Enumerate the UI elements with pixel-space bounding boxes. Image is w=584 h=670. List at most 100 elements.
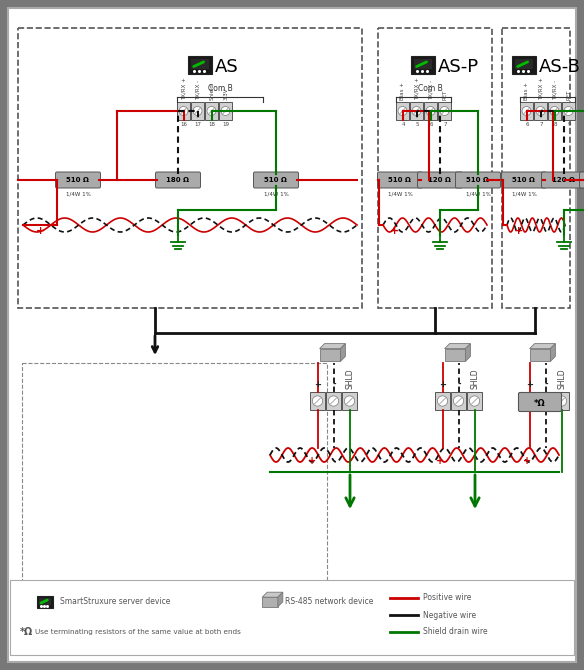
Text: 180 Ω: 180 Ω	[166, 178, 190, 184]
FancyBboxPatch shape	[541, 172, 584, 188]
Bar	[191, 102, 204, 120]
Bar	[467, 392, 482, 410]
Text: AS-B: AS-B	[539, 58, 581, 76]
FancyBboxPatch shape	[456, 172, 500, 188]
Text: Shield drain wire: Shield drain wire	[423, 628, 488, 636]
Bar	[410, 102, 423, 120]
Bar	[538, 392, 553, 410]
Circle shape	[522, 107, 531, 115]
Bar	[205, 102, 218, 120]
Text: 8: 8	[553, 122, 557, 127]
Bar	[512, 56, 536, 74]
Polygon shape	[319, 344, 345, 348]
Polygon shape	[262, 592, 283, 597]
Bar	[18, 28, 362, 308]
Text: SHLD: SHLD	[471, 369, 479, 389]
Text: *Ω: *Ω	[534, 399, 546, 407]
Text: SHLD: SHLD	[558, 369, 566, 389]
Circle shape	[440, 107, 449, 115]
Bar	[219, 102, 232, 120]
Circle shape	[426, 107, 435, 115]
Circle shape	[524, 396, 534, 406]
Text: RS-485 network device: RS-485 network device	[285, 598, 373, 606]
Circle shape	[328, 396, 339, 406]
Circle shape	[345, 396, 354, 406]
Text: TX/RX +: TX/RX +	[538, 77, 544, 100]
Circle shape	[557, 396, 566, 406]
Text: 510 Ω: 510 Ω	[388, 178, 412, 184]
Text: AS-P: AS-P	[438, 58, 479, 76]
Bar	[342, 392, 357, 410]
Text: 1/4W 1%: 1/4W 1%	[388, 192, 412, 196]
FancyBboxPatch shape	[377, 172, 422, 188]
Circle shape	[470, 396, 479, 406]
Text: Com B: Com B	[208, 84, 232, 93]
Polygon shape	[340, 344, 345, 361]
Circle shape	[221, 107, 230, 115]
Text: SHLD: SHLD	[346, 369, 354, 389]
Circle shape	[312, 396, 322, 406]
Text: -: -	[332, 380, 336, 389]
Text: 1/4W 1%: 1/4W 1%	[512, 192, 536, 196]
Text: 120 Ω: 120 Ω	[552, 178, 575, 184]
Text: Bias +: Bias +	[524, 82, 530, 100]
Text: 4: 4	[401, 122, 405, 127]
Bar	[451, 392, 466, 410]
Text: -: -	[544, 380, 548, 389]
Text: TX/RX -: TX/RX -	[196, 80, 200, 100]
Circle shape	[193, 107, 202, 115]
Bar	[522, 392, 537, 410]
Circle shape	[412, 107, 421, 115]
Text: Com B: Com B	[418, 84, 442, 93]
Bar	[39, 598, 51, 605]
Bar	[502, 28, 570, 308]
Text: 510 Ω: 510 Ω	[67, 178, 89, 184]
Text: *Ω: *Ω	[20, 627, 33, 637]
Bar	[188, 56, 212, 74]
FancyBboxPatch shape	[418, 172, 463, 188]
Text: 6: 6	[525, 122, 529, 127]
Bar	[319, 348, 340, 361]
Bar	[414, 59, 432, 69]
Bar	[411, 56, 435, 74]
Text: 5: 5	[415, 122, 419, 127]
Circle shape	[540, 396, 551, 406]
Text: 18: 18	[208, 122, 215, 127]
Circle shape	[437, 396, 447, 406]
Circle shape	[207, 107, 216, 115]
Text: SmartStruxure server device: SmartStruxure server device	[60, 598, 171, 606]
Bar	[554, 392, 569, 410]
Text: +: +	[523, 456, 531, 466]
Text: TX/RX +: TX/RX +	[415, 77, 419, 100]
Text: 510 Ω: 510 Ω	[265, 178, 287, 184]
Bar	[191, 59, 209, 69]
Bar	[515, 59, 533, 69]
Bar	[22, 363, 327, 583]
Circle shape	[564, 107, 573, 115]
Text: 6: 6	[429, 122, 433, 127]
Bar	[310, 392, 325, 410]
Bar	[262, 597, 278, 607]
Text: 3.3V: 3.3V	[224, 88, 228, 100]
Bar	[435, 392, 450, 410]
Bar	[424, 102, 437, 120]
FancyBboxPatch shape	[253, 172, 298, 188]
Text: 7: 7	[443, 122, 447, 127]
Text: 19: 19	[223, 122, 230, 127]
Bar	[548, 102, 561, 120]
FancyBboxPatch shape	[502, 172, 547, 188]
Text: Shield: Shield	[210, 83, 214, 100]
Text: 120 Ω: 120 Ω	[429, 178, 451, 184]
FancyBboxPatch shape	[519, 393, 561, 411]
Bar	[444, 348, 465, 361]
Text: 9: 9	[567, 122, 571, 127]
FancyBboxPatch shape	[55, 172, 100, 188]
Bar	[396, 102, 409, 120]
Text: Negative wire: Negative wire	[423, 610, 476, 620]
Bar	[37, 596, 53, 608]
Text: RET: RET	[443, 90, 447, 100]
Text: +: +	[390, 226, 399, 236]
Text: +: +	[514, 226, 523, 236]
Bar	[10, 580, 574, 655]
Text: TX/RX -: TX/RX -	[429, 80, 433, 100]
